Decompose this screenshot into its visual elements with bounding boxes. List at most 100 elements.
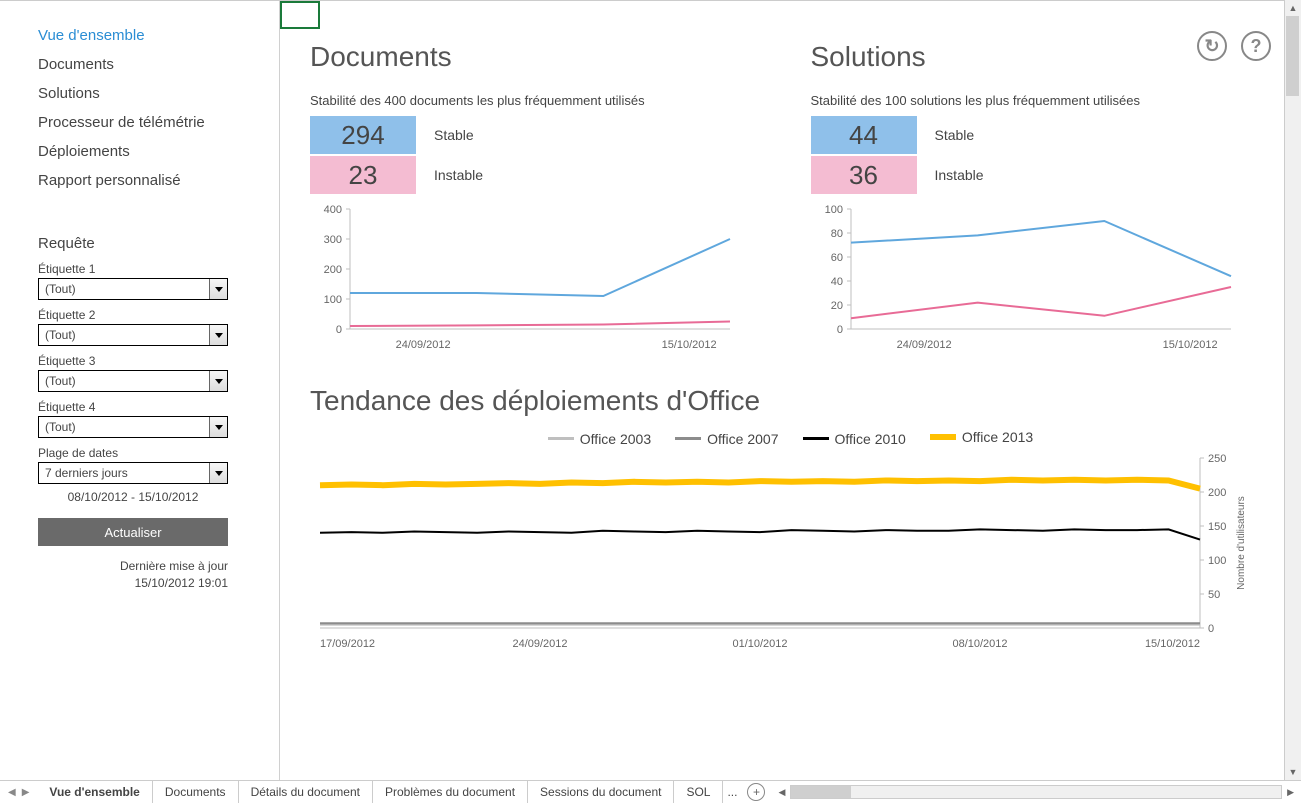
tab-overflow[interactable]: ... [723,781,741,803]
scroll-thumb[interactable] [1286,16,1299,96]
sheet-tab-4[interactable]: Sessions du document [528,781,674,803]
filter-select-0[interactable]: (Tout) [38,278,228,300]
scroll-up-icon[interactable]: ▲ [1289,0,1298,16]
filter-value-1: (Tout) [39,328,209,342]
svg-text:24/09/2012: 24/09/2012 [512,638,567,650]
svg-text:300: 300 [324,234,342,246]
solutions-subtitle: Stabilité des 100 solutions les plus fré… [811,93,1272,108]
sheet-tab-0[interactable]: Vue d'ensemble [37,780,152,803]
chevron-down-icon [209,417,227,437]
solutions-chart: 02040608010024/09/201215/10/2012 [811,204,1272,357]
svg-text:50: 50 [1208,589,1220,601]
filter-label-3: Étiquette 4 [38,400,259,414]
svg-text:40: 40 [830,276,842,288]
documents-unstable-value: 23 [310,156,416,194]
nav-item-5[interactable]: Rapport personnalisé [38,166,259,195]
sheet-tab-2[interactable]: Détails du document [239,781,373,803]
filter-select-3[interactable]: (Tout) [38,416,228,438]
svg-text:15/10/2012: 15/10/2012 [1145,638,1200,650]
svg-text:80: 80 [830,228,842,240]
horizontal-scrollbar[interactable]: ◀ ▶ [771,781,1301,803]
vertical-scrollbar[interactable]: ▲ ▼ [1284,0,1301,780]
tab-nav-next-icon[interactable]: ▶ [22,787,30,798]
last-update-label: Dernière mise à jour [38,558,228,575]
date-range-label: Plage de dates [38,446,259,460]
nav-item-2[interactable]: Solutions [38,79,259,108]
help-icon[interactable]: ? [1241,31,1271,61]
filter-select-1[interactable]: (Tout) [38,324,228,346]
query-title: Requête [38,235,259,252]
trend-legend: Office 2003 Office 2007 Office 2010 Office … [310,427,1271,447]
documents-stable-value: 294 [310,116,416,154]
sheet-tab-3[interactable]: Problèmes du document [373,781,528,803]
main-content: ↻ ? Documents Stabilité des 400 document… [280,1,1301,780]
trend-title: Tendance des déploiements d'Office [310,385,1271,417]
documents-unstable-label: Instable [434,167,483,183]
svg-text:15/10/2012: 15/10/2012 [662,339,717,351]
filter-value-0: (Tout) [39,282,209,296]
filter-label-2: Étiquette 3 [38,354,259,368]
svg-text:100: 100 [824,204,842,216]
nav-item-0[interactable]: Vue d'ensemble [38,21,259,50]
solutions-unstable-value: 36 [811,156,917,194]
chevron-down-icon [209,279,227,299]
legend-item: Office 2003 [548,431,651,447]
nav-item-1[interactable]: Documents [38,50,259,79]
svg-text:01/10/2012: 01/10/2012 [732,638,787,650]
hscroll-right-icon[interactable]: ▶ [1284,787,1297,798]
documents-panel: Documents Stabilité des 400 documents le… [310,41,771,357]
solutions-stable-value: 44 [811,116,917,154]
nav-item-4[interactable]: Déploiements [38,137,259,166]
sheet-tabs: ◀ ▶ Vue d'ensembleDocumentsDétails du do… [0,780,1301,803]
documents-title: Documents [310,41,771,73]
svg-text:24/09/2012: 24/09/2012 [896,339,951,351]
svg-text:60: 60 [830,252,842,264]
svg-text:Nombre d'utilisateurs: Nombre d'utilisateurs [1236,496,1247,590]
hscroll-thumb[interactable] [791,786,851,798]
date-range-select[interactable]: 7 derniers jours [38,462,228,484]
svg-text:400: 400 [324,204,342,216]
refresh-button[interactable]: Actualiser [38,518,228,546]
last-update: Dernière mise à jour 15/10/2012 19:01 [38,558,228,592]
sheet-tab-5[interactable]: SOL [674,781,723,803]
filter-value-2: (Tout) [39,374,209,388]
filter-value-3: (Tout) [39,420,209,434]
svg-text:17/09/2012: 17/09/2012 [320,638,375,650]
svg-text:200: 200 [324,264,342,276]
filter-select-2[interactable]: (Tout) [38,370,228,392]
filter-label-0: Étiquette 1 [38,262,259,276]
trend-chart: 0 50 100 150 200 250 17/09/2012 24/09/2012 01/10… [310,453,1271,656]
date-range-value: 7 derniers jours [39,466,209,480]
reload-icon[interactable]: ↻ [1197,31,1227,61]
svg-text:0: 0 [836,324,842,336]
sheet-tab-1[interactable]: Documents [153,781,239,803]
svg-text:200: 200 [1208,487,1226,499]
add-sheet-button[interactable]: + [747,783,765,801]
nav-item-3[interactable]: Processeur de télémétrie [38,108,259,137]
documents-stable-label: Stable [434,127,474,143]
svg-text:24/09/2012: 24/09/2012 [396,339,451,351]
solutions-stable-label: Stable [935,127,975,143]
documents-subtitle: Stabilité des 400 documents les plus fré… [310,93,771,108]
svg-text:100: 100 [324,294,342,306]
hscroll-left-icon[interactable]: ◀ [775,787,788,798]
hscroll-track[interactable] [790,785,1282,799]
legend-item: Office 2013 [930,429,1033,445]
chevron-down-icon [209,325,227,345]
tab-nav-prev-icon[interactable]: ◀ [8,787,16,798]
scroll-track[interactable] [1285,16,1301,764]
chevron-down-icon [209,371,227,391]
svg-text:0: 0 [1208,623,1214,635]
svg-text:150: 150 [1208,521,1226,533]
date-range-text: 08/10/2012 - 15/10/2012 [38,490,228,504]
filter-label-1: Étiquette 2 [38,308,259,322]
svg-text:100: 100 [1208,555,1226,567]
svg-text:250: 250 [1208,453,1226,465]
legend-item: Office 2007 [675,431,778,447]
svg-text:20: 20 [830,300,842,312]
documents-chart: 010020030040024/09/201215/10/2012 [310,204,771,357]
scroll-down-icon[interactable]: ▼ [1289,764,1298,780]
svg-text:08/10/2012: 08/10/2012 [952,638,1007,650]
sidebar: Vue d'ensembleDocumentsSolutionsProcesse… [0,1,280,780]
legend-item: Office 2010 [803,431,906,447]
